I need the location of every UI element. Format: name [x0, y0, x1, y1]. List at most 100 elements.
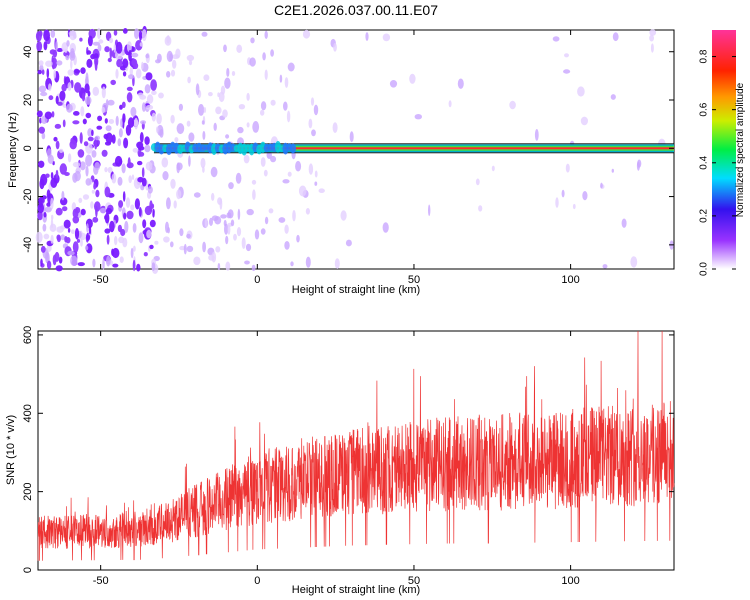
noise-blob — [173, 200, 177, 209]
noise-blob — [50, 197, 54, 210]
noise-blob — [40, 258, 43, 267]
noise-blob — [188, 132, 195, 142]
y-tick-label: 20 — [22, 94, 34, 106]
noise-blob — [58, 256, 63, 264]
noise-blob — [650, 43, 654, 53]
noise-blob — [260, 228, 266, 235]
noise-blob — [132, 147, 139, 153]
noise-blob — [313, 104, 319, 116]
noise-blob — [59, 148, 64, 153]
x-tick-label: 50 — [408, 575, 420, 587]
noise-blob — [146, 229, 152, 239]
noise-blob — [128, 175, 132, 184]
noise-blob — [141, 167, 145, 178]
noise-blob — [251, 264, 256, 272]
noise-blob — [116, 59, 123, 68]
noise-blob — [143, 252, 148, 257]
noise-blob — [62, 119, 66, 128]
noise-blob — [183, 243, 187, 255]
noise-blob — [161, 157, 169, 168]
noise-blob — [202, 241, 207, 253]
noise-blob — [111, 248, 115, 256]
noise-blob — [365, 32, 369, 41]
noise-blob — [85, 154, 93, 167]
noise-blob — [128, 49, 133, 62]
noise-blob — [91, 129, 94, 136]
noise-blob — [43, 212, 47, 218]
noise-blob — [101, 86, 106, 99]
noise-blob — [564, 53, 569, 58]
noise-blob — [38, 30, 43, 37]
noise-blob — [79, 132, 83, 144]
noise-blob — [134, 117, 139, 130]
noise-blob — [115, 115, 119, 126]
noise-blob — [56, 226, 64, 233]
noise-blob — [220, 214, 227, 219]
noise-blob — [56, 60, 63, 66]
snr-axes: -50 0 50 100 0 200 400 600 — [22, 326, 674, 587]
noise-blob — [270, 49, 274, 57]
noise-blob — [193, 192, 201, 198]
noise-blob — [144, 136, 150, 146]
noise-blob — [94, 201, 101, 212]
noise-blob — [51, 214, 54, 220]
noise-blob — [138, 151, 145, 157]
noise-blob — [70, 80, 74, 89]
noise-blob — [85, 165, 89, 177]
noise-blob — [122, 28, 128, 34]
y-tick-label: 0 — [22, 145, 34, 151]
noise-blob — [119, 104, 123, 110]
noise-blob — [244, 260, 250, 265]
noise-blob — [204, 217, 208, 228]
noise-blob — [223, 44, 227, 53]
noise-blob — [120, 228, 126, 237]
noise-blob — [96, 27, 101, 40]
colorbar-gradient — [712, 30, 736, 269]
noise-blob — [491, 165, 495, 172]
noise-blob — [50, 234, 54, 244]
noise-blob — [137, 160, 143, 166]
noise-blob — [86, 58, 93, 68]
noise-blob — [37, 211, 43, 221]
y-tick-label: 200 — [22, 482, 34, 500]
noise-blob — [36, 110, 43, 118]
noise-blob — [224, 77, 231, 89]
noise-blob — [86, 50, 92, 55]
noise-blob — [305, 256, 311, 268]
noise-blob — [130, 204, 135, 211]
noise-blob — [145, 104, 154, 110]
noise-blob — [36, 41, 43, 52]
noise-blob — [133, 245, 136, 252]
noise-blob — [57, 101, 63, 106]
noise-blob — [131, 52, 139, 58]
noise-blob — [137, 92, 144, 97]
noise-blob — [163, 236, 170, 243]
noise-blob — [252, 121, 260, 133]
noise-blob — [132, 223, 137, 233]
noise-blob — [235, 172, 242, 184]
noise-blob — [64, 236, 68, 243]
noise-blob — [108, 119, 115, 124]
noise-blob — [104, 46, 110, 53]
noise-blob — [188, 155, 191, 167]
y-tick-label: 0 — [22, 567, 34, 573]
noise-blob — [73, 111, 80, 116]
noise-blob — [215, 106, 222, 115]
noise-blob — [264, 30, 268, 39]
noise-blob — [140, 120, 147, 125]
noise-blob — [117, 138, 122, 147]
noise-blob — [621, 218, 627, 228]
noise-blob — [227, 224, 231, 235]
noise-blob — [44, 206, 52, 213]
noise-blob — [260, 157, 266, 167]
noise-blob — [112, 263, 119, 268]
noise-blob — [106, 234, 110, 245]
noise-blob — [563, 69, 571, 74]
noise-blob — [129, 66, 133, 77]
noise-blob — [72, 208, 79, 219]
noise-blob — [296, 234, 300, 243]
noise-blob — [104, 167, 108, 173]
noise-blob — [114, 235, 118, 246]
noise-blob — [222, 109, 228, 118]
colorbar: 0.0 0.2 0.4 0.6 0.8 Normalized spectral ampl… — [699, 30, 746, 276]
